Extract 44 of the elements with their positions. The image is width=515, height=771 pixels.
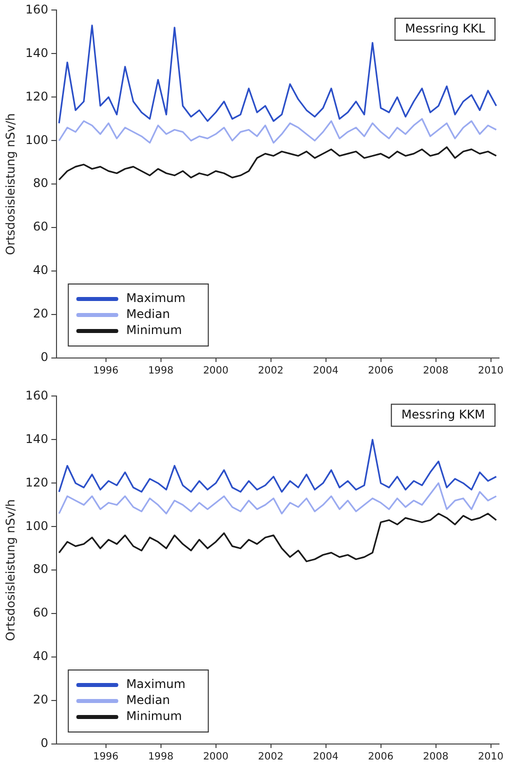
y-tick-label: 20 [33, 306, 48, 321]
x-tick-label: 2010 [478, 366, 504, 377]
x-tick-label: 2000 [203, 752, 229, 763]
legend-label: Maximum [126, 677, 186, 692]
y-axis-title: Ortsdosisleistung nSv/h [3, 113, 18, 255]
x-tick-label: 2002 [258, 366, 284, 377]
x-tick-label: 2006 [368, 366, 394, 377]
x-tick-label: 2000 [203, 366, 229, 377]
y-tick-label: 140 [25, 432, 48, 446]
y-tick-label: 80 [33, 176, 48, 190]
y-tick-label: 100 [25, 132, 48, 147]
annotation: Messring KKL [405, 21, 486, 36]
x-tick-label: 1998 [148, 366, 174, 377]
y-tick-label: 40 [33, 649, 48, 664]
y-tick-label: 0 [40, 350, 48, 364]
x-tick-label: 2010 [478, 752, 504, 763]
y-tick-label: 120 [25, 89, 48, 104]
x-tick-label: 2004 [313, 752, 338, 763]
y-tick-label: 140 [25, 46, 48, 60]
annotation: Messring KKM [401, 407, 485, 422]
y-tick-label: 60 [33, 606, 48, 620]
x-tick-label: 2008 [423, 366, 448, 377]
y-tick-label: 100 [25, 518, 48, 533]
legend-label: Minimum [126, 323, 182, 338]
legend-label: Maximum [126, 291, 186, 306]
y-tick-label: 160 [25, 2, 48, 16]
y-tick-label: 20 [33, 692, 48, 707]
x-tick-label: 2006 [368, 752, 394, 763]
y-tick-label: 60 [33, 220, 48, 234]
legend-label: Median [126, 693, 170, 708]
y-tick-label: 80 [33, 562, 48, 576]
x-tick-label: 1996 [93, 366, 119, 377]
y-tick-label: 40 [33, 263, 48, 278]
y-tick-label: 0 [40, 736, 48, 750]
legend-label: Minimum [126, 709, 182, 724]
legend-label: Median [126, 307, 170, 322]
y-tick-label: 160 [25, 388, 48, 402]
x-tick-label: 2004 [313, 366, 338, 377]
x-tick-label: 2002 [258, 752, 284, 763]
x-tick-label: 1996 [93, 752, 119, 763]
y-tick-label: 120 [25, 475, 48, 490]
y-axis-title: Ortsdosisleistung nSv/h [3, 499, 18, 641]
x-tick-label: 1998 [148, 752, 174, 763]
x-tick-label: 2008 [423, 752, 448, 763]
